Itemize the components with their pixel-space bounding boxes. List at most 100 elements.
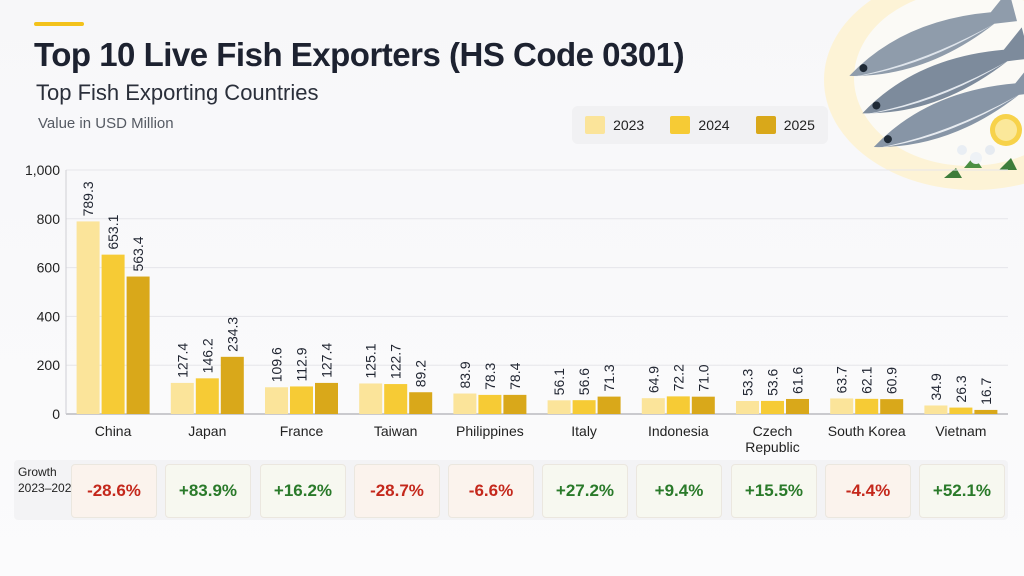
y-tick-label: 0 <box>52 406 60 422</box>
x-tick-label: Taiwan <box>374 423 418 439</box>
bar <box>691 396 715 414</box>
unit-note: Value in USD Million <box>38 115 174 132</box>
x-tick-label: Czech <box>753 423 793 439</box>
data-label: 53.3 <box>740 369 756 396</box>
data-label: 83.9 <box>457 361 473 388</box>
bar <box>315 382 338 414</box>
bar <box>880 399 904 414</box>
x-tick-label: Indonesia <box>648 423 709 439</box>
bar <box>786 398 809 414</box>
data-label: 78.3 <box>482 362 498 389</box>
growth-value: -4.4% <box>825 464 911 518</box>
growth-value: -28.7% <box>354 464 440 518</box>
growth-value: +27.2% <box>542 464 628 518</box>
bar <box>830 398 854 414</box>
bar <box>949 407 973 414</box>
data-label: 16.7 <box>978 377 994 404</box>
x-tick-label: China <box>95 423 132 439</box>
data-label: 789.3 <box>80 181 96 216</box>
x-tick-label: Vietnam <box>935 423 986 439</box>
bar <box>924 405 948 414</box>
data-label: 72.2 <box>670 364 686 391</box>
data-label: 109.6 <box>269 347 285 382</box>
data-label: 60.9 <box>884 367 900 394</box>
bar <box>572 400 596 414</box>
legend-swatch-2024 <box>670 116 691 134</box>
data-label: 127.4 <box>319 343 335 378</box>
data-label: 26.3 <box>953 375 969 402</box>
bar <box>290 386 313 414</box>
y-tick-label: 600 <box>37 260 61 276</box>
x-tick-label: Republic <box>745 439 799 455</box>
data-label: 64.9 <box>645 366 661 393</box>
chart-legend: 2023 2024 2025 <box>572 106 828 144</box>
x-tick-label: Philippines <box>456 423 524 439</box>
legend-label-2025: 2025 <box>783 117 815 133</box>
bar <box>666 396 690 414</box>
bar <box>195 378 219 414</box>
growth-row-label: Growth 2023–2025 <box>18 464 88 496</box>
data-label: 122.7 <box>388 344 404 379</box>
y-tick-label: 200 <box>37 357 61 373</box>
bar <box>220 356 244 414</box>
legend-swatch-2025 <box>755 116 776 134</box>
data-label: 563.4 <box>130 236 146 271</box>
growth-value: +52.1% <box>919 464 1005 518</box>
growth-label-line2: 2023–2025 <box>18 481 79 495</box>
bar <box>547 400 571 414</box>
x-tick-label: Italy <box>571 423 597 439</box>
growth-value: -28.6% <box>71 464 157 518</box>
x-tick-label: Japan <box>188 423 226 439</box>
page-subtitle: Top Fish Exporting Countries <box>36 80 319 105</box>
legend-item-2024: 2024 <box>670 116 730 134</box>
title-accent-bar <box>34 22 84 26</box>
data-label: 56.1 <box>551 368 567 395</box>
growth-value: +16.2% <box>260 464 346 518</box>
data-label: 62.1 <box>859 366 875 393</box>
bar <box>170 382 194 414</box>
data-label: 71.3 <box>601 364 617 391</box>
y-tick-label: 1,000 <box>25 162 60 178</box>
data-label: 125.1 <box>363 343 379 378</box>
bar <box>265 387 288 414</box>
bar-chart: 0 200 400 600 800 1,000 789.3 653.1 563.4 China 12… <box>25 162 1008 455</box>
data-label: 53.6 <box>765 368 781 395</box>
legend-item-2023: 2023 <box>585 116 644 134</box>
bar <box>641 398 665 414</box>
y-tick-label: 400 <box>37 308 61 324</box>
bar <box>736 400 759 414</box>
page-title: Top 10 Live Fish Exporters (HS Code 0301… <box>34 36 685 73</box>
y-tick-label: 800 <box>37 211 61 227</box>
legend-item-2025: 2025 <box>755 116 815 134</box>
data-label: 56.6 <box>576 368 592 395</box>
bar <box>974 409 998 414</box>
data-label: 63.7 <box>834 366 850 393</box>
bar <box>76 221 100 414</box>
growth-value: +9.4% <box>636 464 722 518</box>
bar <box>409 392 433 414</box>
bar <box>126 276 150 414</box>
legend-swatch-2023 <box>585 116 606 134</box>
x-tick-label: France <box>280 423 324 439</box>
data-label: 89.2 <box>413 360 429 387</box>
fish-photo-image <box>794 0 1024 200</box>
bar <box>359 383 383 414</box>
data-label: 653.1 <box>105 214 121 249</box>
bar <box>503 394 527 414</box>
data-label: 127.4 <box>174 343 190 378</box>
data-label: 112.9 <box>294 347 310 381</box>
bar <box>384 384 408 414</box>
legend-label-2024: 2024 <box>698 117 730 133</box>
data-label: 146.2 <box>199 338 215 373</box>
growth-value: -6.6% <box>448 464 534 518</box>
bar <box>478 394 502 414</box>
growth-label-line1: Growth <box>18 465 57 479</box>
bar <box>597 396 621 414</box>
data-label: 34.9 <box>928 373 944 400</box>
bar <box>101 254 125 414</box>
bar <box>855 398 879 414</box>
bar <box>453 393 477 414</box>
data-label: 234.3 <box>224 317 240 352</box>
growth-value: +15.5% <box>731 464 817 518</box>
legend-label-2023: 2023 <box>613 117 645 133</box>
